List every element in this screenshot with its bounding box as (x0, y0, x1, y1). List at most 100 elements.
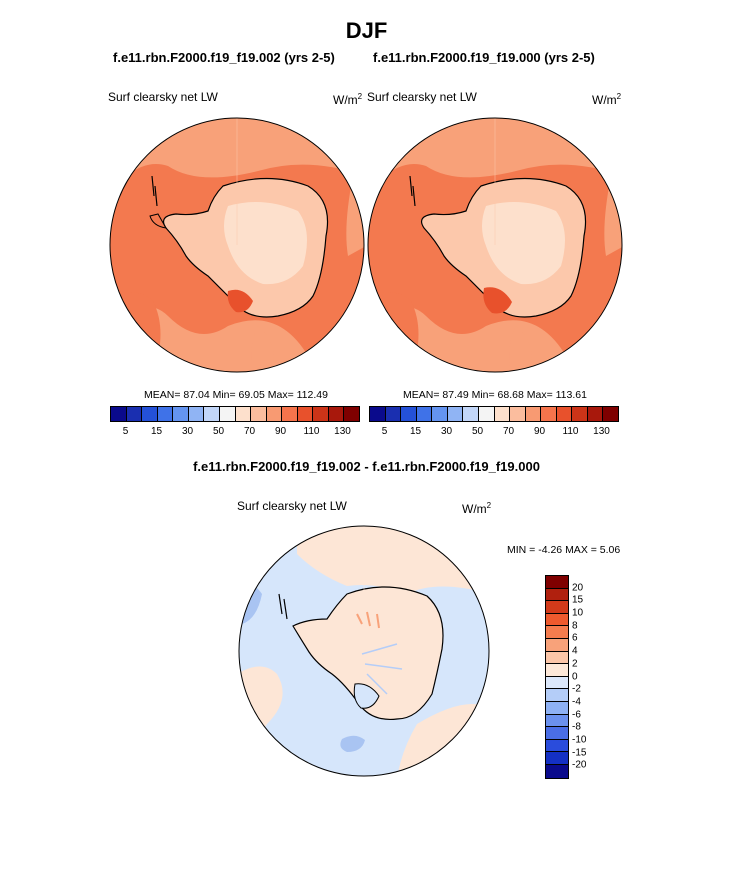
colorbar-tick-label: 15 (409, 426, 422, 437)
colorbar-tick-label: 50 (471, 426, 484, 437)
colorbar-tick-label: 50 (212, 426, 225, 437)
colorbar-tick-label: 4 (572, 645, 578, 657)
colorbar-swatch (416, 407, 433, 421)
colorbar-swatch (546, 626, 568, 639)
panel1-units: W/m2 (333, 92, 363, 107)
colorbar-swatch (235, 407, 252, 421)
colorbar-swatch (546, 601, 568, 614)
colorbar-tick-label: -10 (572, 734, 587, 746)
colorbar-tick-label: -8 (572, 721, 581, 733)
colorbar-swatch (432, 407, 448, 421)
colorbar-tick-label: -2 (572, 683, 581, 695)
map-difference (238, 525, 490, 777)
colorbar-tick-label: 5 (122, 426, 129, 437)
colorbar-tick-label: 0 (572, 671, 578, 682)
panel2-units: W/m2 (592, 92, 622, 107)
colorbar-tick-label: 130 (334, 426, 351, 437)
colorbar-swatch (572, 407, 588, 421)
colorbar-swatch (510, 407, 526, 421)
colorbar-swatch (142, 407, 158, 421)
colorbar-tick-label: -15 (572, 747, 587, 759)
colorbar-tick-label: 110 (303, 426, 320, 437)
colorbar-tick-label: -4 (572, 696, 581, 708)
colorbar-tick-label: 20 (572, 582, 584, 594)
colorbar-tick-label: 70 (502, 426, 515, 437)
colorbar-tick-label: 90 (533, 426, 546, 437)
colorbar-case2-ticks: 5 15 30 50 70 90 110 130 (369, 426, 617, 440)
colorbar-swatch (546, 752, 568, 765)
colorbar-case2 (369, 406, 619, 422)
colorbar-swatch (478, 407, 495, 421)
map-case2 (367, 117, 623, 373)
colorbar-swatch (546, 613, 568, 627)
colorbar-swatch (173, 407, 189, 421)
panel2-variable-label: Surf clearsky net LW (367, 90, 477, 104)
colorbar-swatch (126, 407, 143, 421)
colorbar-tick-label: 15 (150, 426, 163, 437)
colorbar-swatch (546, 714, 568, 728)
colorbar-swatch (204, 407, 220, 421)
season-title: DJF (345, 18, 388, 43)
diff-title: f.e11.rbn.F2000.f19_f19.002 - f.e11.rbn.… (193, 459, 540, 474)
colorbar-swatch (447, 407, 464, 421)
colorbar-swatch (344, 407, 359, 421)
panel1-stats: MEAN= 87.04 Min= 69.05 Max= 112.49 (144, 389, 328, 401)
colorbar-tick-label: 8 (572, 620, 578, 632)
colorbar-swatch (546, 701, 568, 715)
colorbar-swatch (546, 588, 568, 602)
colorbar-swatch (266, 407, 283, 421)
colorbar-swatch (401, 407, 417, 421)
panel1-variable-label: Surf clearsky net LW (108, 90, 218, 104)
colorbar-swatch (370, 407, 386, 421)
colorbar-tick-label: 30 (440, 426, 453, 437)
colorbar-tick-label: -6 (572, 709, 581, 721)
colorbar-swatch (385, 407, 402, 421)
colorbar-difference-ticks: 20 15 10 8 6 4 2 0 -2 -4 -6 -8 -10 -15 -20 (572, 575, 602, 778)
colorbar-swatch (546, 651, 568, 665)
colorbar-swatch (546, 689, 568, 702)
colorbar-tick-label: 5 (381, 426, 388, 437)
colorbar-swatch (546, 764, 568, 778)
colorbar-swatch (603, 407, 618, 421)
colorbar-swatch (297, 407, 314, 421)
diff-variable-label: Surf clearsky net LW (237, 499, 347, 513)
colorbar-tick-label: 15 (572, 594, 584, 606)
colorbar-swatch (494, 407, 511, 421)
colorbar-swatch (525, 407, 542, 421)
colorbar-swatch (188, 407, 205, 421)
colorbar-swatch (546, 676, 568, 690)
colorbar-swatch (546, 576, 568, 589)
colorbar-tick-label: 30 (181, 426, 194, 437)
colorbar-swatch (546, 638, 568, 652)
colorbar-swatch (111, 407, 127, 421)
panel2-stats: MEAN= 87.49 Min= 68.68 Max= 113.61 (403, 389, 587, 401)
colorbar-swatch (157, 407, 174, 421)
colorbar-swatch (282, 407, 298, 421)
colorbar-difference (545, 575, 569, 779)
diff-minmax: MIN = -4.26 MAX = 5.06 (507, 544, 621, 556)
colorbar-swatch (328, 407, 345, 421)
colorbar-swatch (463, 407, 479, 421)
case2-title: f.e11.rbn.F2000.f19_f19.000 (yrs 2-5) (373, 50, 595, 65)
colorbar-swatch (219, 407, 236, 421)
colorbar-case1-ticks: 5 15 30 50 70 90 110 130 (110, 426, 358, 440)
case1-title: f.e11.rbn.F2000.f19_f19.002 (yrs 2-5) (113, 50, 335, 65)
colorbar-swatch (541, 407, 557, 421)
colorbar-tick-label: 110 (562, 426, 579, 437)
colorbar-swatch (546, 664, 568, 677)
colorbar-tick-label: -20 (572, 759, 587, 771)
colorbar-tick-label: 90 (274, 426, 287, 437)
colorbar-swatch (546, 739, 568, 753)
colorbar-case1 (110, 406, 360, 422)
colorbar-tick-label: 6 (572, 632, 578, 644)
colorbar-tick-label: 70 (243, 426, 256, 437)
colorbar-tick-label: 130 (593, 426, 610, 437)
colorbar-swatch (556, 407, 573, 421)
colorbar-tick-label: 2 (572, 658, 578, 670)
colorbar-swatch (313, 407, 329, 421)
colorbar-swatch (546, 727, 568, 740)
map-case1 (109, 117, 365, 373)
colorbar-tick-label: 10 (572, 607, 584, 619)
colorbar-swatch (251, 407, 267, 421)
colorbar-swatch (587, 407, 604, 421)
